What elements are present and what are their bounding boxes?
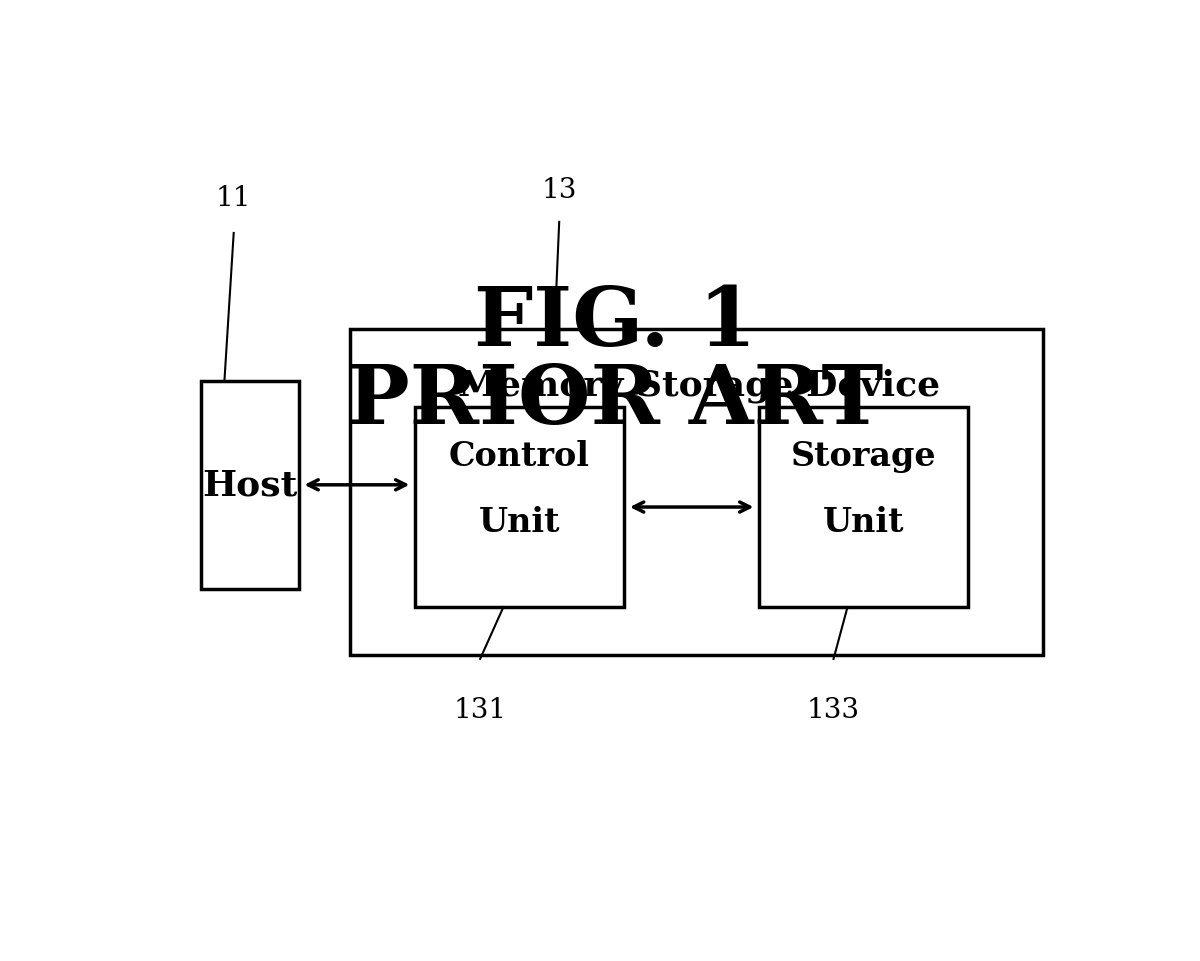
Text: FIG. 1: FIG. 1 xyxy=(474,283,756,362)
Text: Control: Control xyxy=(449,439,589,472)
Text: Storage: Storage xyxy=(791,439,936,472)
Text: Unit: Unit xyxy=(822,505,904,539)
Text: Unit: Unit xyxy=(479,505,560,539)
Bar xyxy=(760,407,968,607)
Text: 133: 133 xyxy=(808,696,860,724)
Text: 11: 11 xyxy=(216,185,252,211)
Bar xyxy=(415,407,624,607)
Bar xyxy=(350,330,1043,655)
Text: 13: 13 xyxy=(541,177,577,204)
Text: Memory Storage Device: Memory Storage Device xyxy=(457,368,940,403)
Text: PRIOR ART: PRIOR ART xyxy=(347,360,883,440)
Text: Host: Host xyxy=(202,468,298,503)
Text: 131: 131 xyxy=(454,696,506,724)
Bar xyxy=(202,382,299,589)
